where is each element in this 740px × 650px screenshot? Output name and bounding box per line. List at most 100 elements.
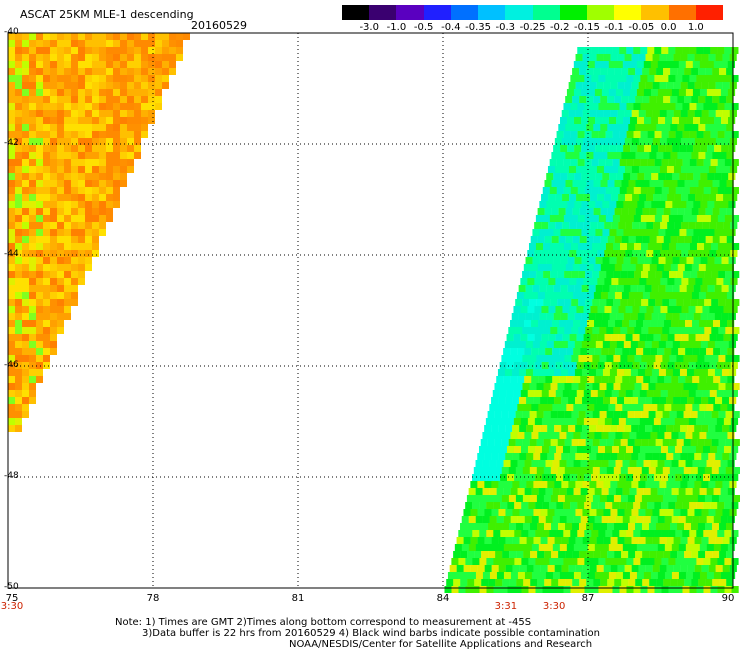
data-cell: [559, 376, 567, 383]
data-cell: [571, 495, 580, 502]
data-cell: [598, 558, 606, 565]
data-cell: [43, 341, 50, 348]
data-cell: [601, 89, 610, 96]
data-cell: [43, 33, 50, 40]
data-cell: [572, 124, 580, 131]
data-cell: [624, 509, 632, 516]
data-cell: [553, 369, 562, 376]
data-cell: [538, 404, 546, 411]
data-cell: [557, 383, 565, 390]
data-cell: [22, 229, 29, 236]
data-cell: [652, 565, 660, 572]
data-cell: [15, 313, 22, 320]
data-cell: [636, 404, 644, 411]
data-cell: [535, 530, 543, 537]
data-cell: [542, 474, 550, 481]
data-cell: [22, 54, 29, 61]
data-cell: [591, 47, 599, 54]
data-cell: [8, 313, 15, 320]
data-cell: [141, 75, 148, 82]
data-cell: [731, 586, 739, 593]
data-cell: [598, 530, 606, 537]
data-cell: [671, 320, 679, 327]
data-cell: [701, 481, 709, 488]
data-cell: [564, 327, 572, 334]
data-cell: [586, 579, 594, 586]
data-cell: [662, 271, 670, 278]
data-cell: [678, 376, 686, 383]
data-cell: [684, 264, 693, 271]
data-cell: [607, 180, 615, 187]
data-cell: [688, 334, 696, 341]
data-cell: [661, 75, 669, 82]
data-cell: [29, 110, 36, 117]
data-cell: [8, 292, 15, 299]
data-cell: [625, 334, 633, 341]
data-cell: [617, 509, 625, 516]
data-cell: [465, 586, 473, 593]
data-cell: [623, 229, 631, 236]
data-cell: [708, 397, 716, 404]
data-cell: [731, 530, 739, 537]
data-cell: [581, 229, 589, 236]
data-cell: [641, 327, 649, 334]
data-cell: [78, 40, 85, 47]
data-cell: [538, 348, 546, 355]
data-cell: [715, 54, 723, 61]
data-cell: [92, 117, 99, 124]
data-cell: [631, 54, 639, 61]
data-cell: [669, 327, 677, 334]
data-cell: [477, 565, 485, 572]
data-cell: [550, 299, 558, 306]
data-cell: [717, 159, 725, 166]
data-cell: [606, 467, 615, 474]
data-cell: [498, 425, 506, 432]
data-cell: [723, 250, 731, 257]
data-cell: [696, 502, 704, 509]
data-cell: [718, 495, 727, 502]
data-cell: [706, 61, 715, 68]
data-cell: [71, 201, 78, 208]
data-cell: [696, 159, 704, 166]
data-cell: [685, 320, 693, 327]
data-cell: [611, 222, 619, 229]
data-cell: [674, 222, 682, 229]
data-cell: [579, 292, 588, 299]
data-cell: [603, 481, 611, 488]
data-cell: [106, 159, 113, 166]
data-cell: [702, 278, 710, 285]
data-cell: [507, 502, 515, 509]
data-cell: [564, 383, 572, 390]
data-cell: [638, 397, 646, 404]
data-cell: [561, 166, 570, 173]
data-cell: [649, 579, 657, 586]
data-cell: [78, 152, 85, 159]
data-cell: [507, 530, 515, 537]
data-cell: [506, 334, 514, 341]
data-cell: [113, 131, 120, 138]
data-cell: [636, 61, 645, 68]
data-cell: [694, 537, 702, 544]
data-cell: [579, 236, 587, 243]
data-cell: [730, 446, 739, 453]
data-cell: [507, 474, 515, 481]
data-cell: [576, 250, 584, 257]
data-cell: [617, 166, 626, 173]
data-cell: [601, 516, 609, 523]
data-cell: [127, 145, 134, 152]
data-cell: [148, 89, 155, 96]
data-cell: [527, 390, 535, 397]
data-cell: [683, 355, 691, 362]
data-cell: [654, 530, 662, 537]
data-cell: [716, 334, 724, 341]
data-cell: [572, 551, 580, 558]
data-cell: [705, 264, 714, 271]
data-cell: [546, 341, 555, 348]
data-cell: [723, 390, 731, 397]
data-cell: [615, 376, 623, 383]
data-cell: [558, 292, 567, 299]
data-cell: [141, 124, 148, 131]
data-cell: [609, 173, 617, 180]
data-cell: [672, 201, 680, 208]
data-cell: [486, 474, 494, 481]
